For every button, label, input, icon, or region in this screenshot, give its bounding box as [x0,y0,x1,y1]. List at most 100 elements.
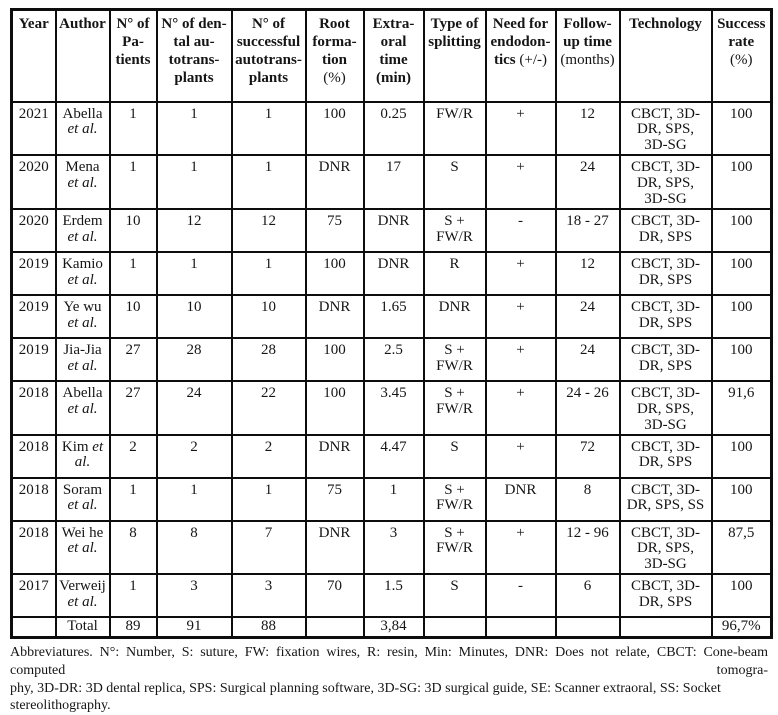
cell-endodontics: + [486,338,556,381]
cell-patients: 2 [110,435,157,478]
cell-technology: CBCT, 3D- DR, SPS, 3D-SG [620,381,712,435]
cell-root: DNR [306,155,364,209]
cell-root: 100 [306,252,364,295]
cell-year: 2018 [12,435,56,478]
cell-endodontics: + [486,155,556,209]
header-label: Extra- oral time (min) [373,16,415,86]
cell-success: 100 [712,209,772,252]
cell-author: Erdem et al. [56,209,110,252]
cell-extraoral: 17 [364,155,424,209]
cell-author: Soram et al. [56,478,110,521]
abbreviations-note: Abbreviatures. N°: Number, S: suture, FW… [10,644,768,715]
page: Year Author N° of Pa- tients N° of den- tal… [0,0,778,689]
cell-patients: 1 [110,252,157,295]
cell-splitting: S [424,155,486,209]
author-name: Total [67,618,98,634]
cell-patients: 1 [110,155,157,209]
cell-extraoral: DNR [364,209,424,252]
header-cell-patients: N° of Pa- tients [110,10,157,102]
header-label: Author [59,16,106,32]
cell-endodontics: + [486,435,556,478]
cell-successful: 1 [232,478,306,521]
cell-technology: CBCT, 3D- DR, SPS, 3D-SG [620,521,712,575]
cell-author: Abella et al. [56,102,110,156]
abbreviations-line-1: Abbreviatures. N°: Number, S: suture, FW… [10,644,768,680]
cell-author: Abella et al. [56,381,110,435]
cell-year [12,617,56,637]
author-etal: et al. [68,229,98,245]
cell-technology: CBCT, 3D- DR, SPS, 3D-SG [620,102,712,156]
cell-successful: 1 [232,155,306,209]
header-unit: (%) [715,51,769,69]
autotransplant-studies-table: Year Author N° of Pa- tients N° of den- tal… [10,8,773,639]
cell-root: 75 [306,478,364,521]
header-cell-success-rate: Success rate(%) [712,10,772,102]
cell-endodontics: + [486,295,556,338]
cell-endodontics: + [486,102,556,156]
cell-extraoral: 3 [364,521,424,575]
author-name: Abella [63,106,103,122]
cell-year: 2018 [12,478,56,521]
author-name: Soram [63,482,102,498]
header-label: Root forma- tion [312,16,356,68]
author-etal: et al. [68,358,98,374]
header-label: N° of Pa- tients [116,16,151,68]
cell-extraoral: DNR [364,252,424,295]
author-etal: et al. [68,175,98,191]
cell-dental: 91 [157,617,232,637]
cell-endodontics [486,617,556,637]
cell-followup: 24 [556,155,620,209]
header-cell-year: Year [12,10,56,102]
header-label: Technology [629,16,702,32]
cell-success: 100 [712,574,772,617]
cell-extraoral: 3.45 [364,381,424,435]
author-name: Ye wu [63,299,101,315]
cell-endodontics: - [486,209,556,252]
cell-successful: 7 [232,521,306,575]
header-label: N° of successful autotrans- plants [235,16,302,86]
cell-patients: 1 [110,102,157,156]
author-name: Kamio [62,256,103,272]
cell-year: 2020 [12,155,56,209]
header-label: N° of den- tal au- totrans- plants [161,16,226,86]
cell-extraoral: 4.47 [364,435,424,478]
header-label: Follow- up time [563,16,612,50]
header-cell-successful-autotransplants: N° of successful autotrans- plants [232,10,306,102]
cell-followup: 18 - 27 [556,209,620,252]
cell-author: Jia-Jia et al. [56,338,110,381]
header-cell-dental-autotransplants: N° of den- tal au- totrans- plants [157,10,232,102]
author-etal: et al. [68,540,98,556]
header-label: Type of splitting [428,16,481,50]
table-header: Year Author N° of Pa- tients N° of den- tal… [12,10,772,102]
cell-endodontics: + [486,381,556,435]
cell-year: 2019 [12,295,56,338]
header-row: Year Author N° of Pa- tients N° of den- tal… [12,10,772,102]
header-label: Year [19,16,49,32]
cell-splitting: S + FW/R [424,338,486,381]
abbreviations-line-2: phy, 3D-DR: 3D dental replica, SPS: Surg… [10,680,768,715]
author-etal: et al. [68,315,98,331]
author-name: Jia-Jia [63,342,101,358]
cell-technology: CBCT, 3D- DR, SPS [620,252,712,295]
cell-followup: 6 [556,574,620,617]
cell-successful: 1 [232,102,306,156]
cell-technology: CBCT, 3D- DR, SPS, SS [620,478,712,521]
header-cell-followup-time: Follow- up time(months) [556,10,620,102]
cell-patients: 27 [110,381,157,435]
cell-technology: CBCT, 3D- DR, SPS [620,295,712,338]
cell-author: Total [56,617,110,637]
cell-successful: 22 [232,381,306,435]
cell-endodontics: + [486,521,556,575]
cell-splitting: S + FW/R [424,521,486,575]
cell-successful: 3 [232,574,306,617]
cell-patients: 1 [110,574,157,617]
author-etal: et al. [68,497,98,513]
cell-dental: 28 [157,338,232,381]
